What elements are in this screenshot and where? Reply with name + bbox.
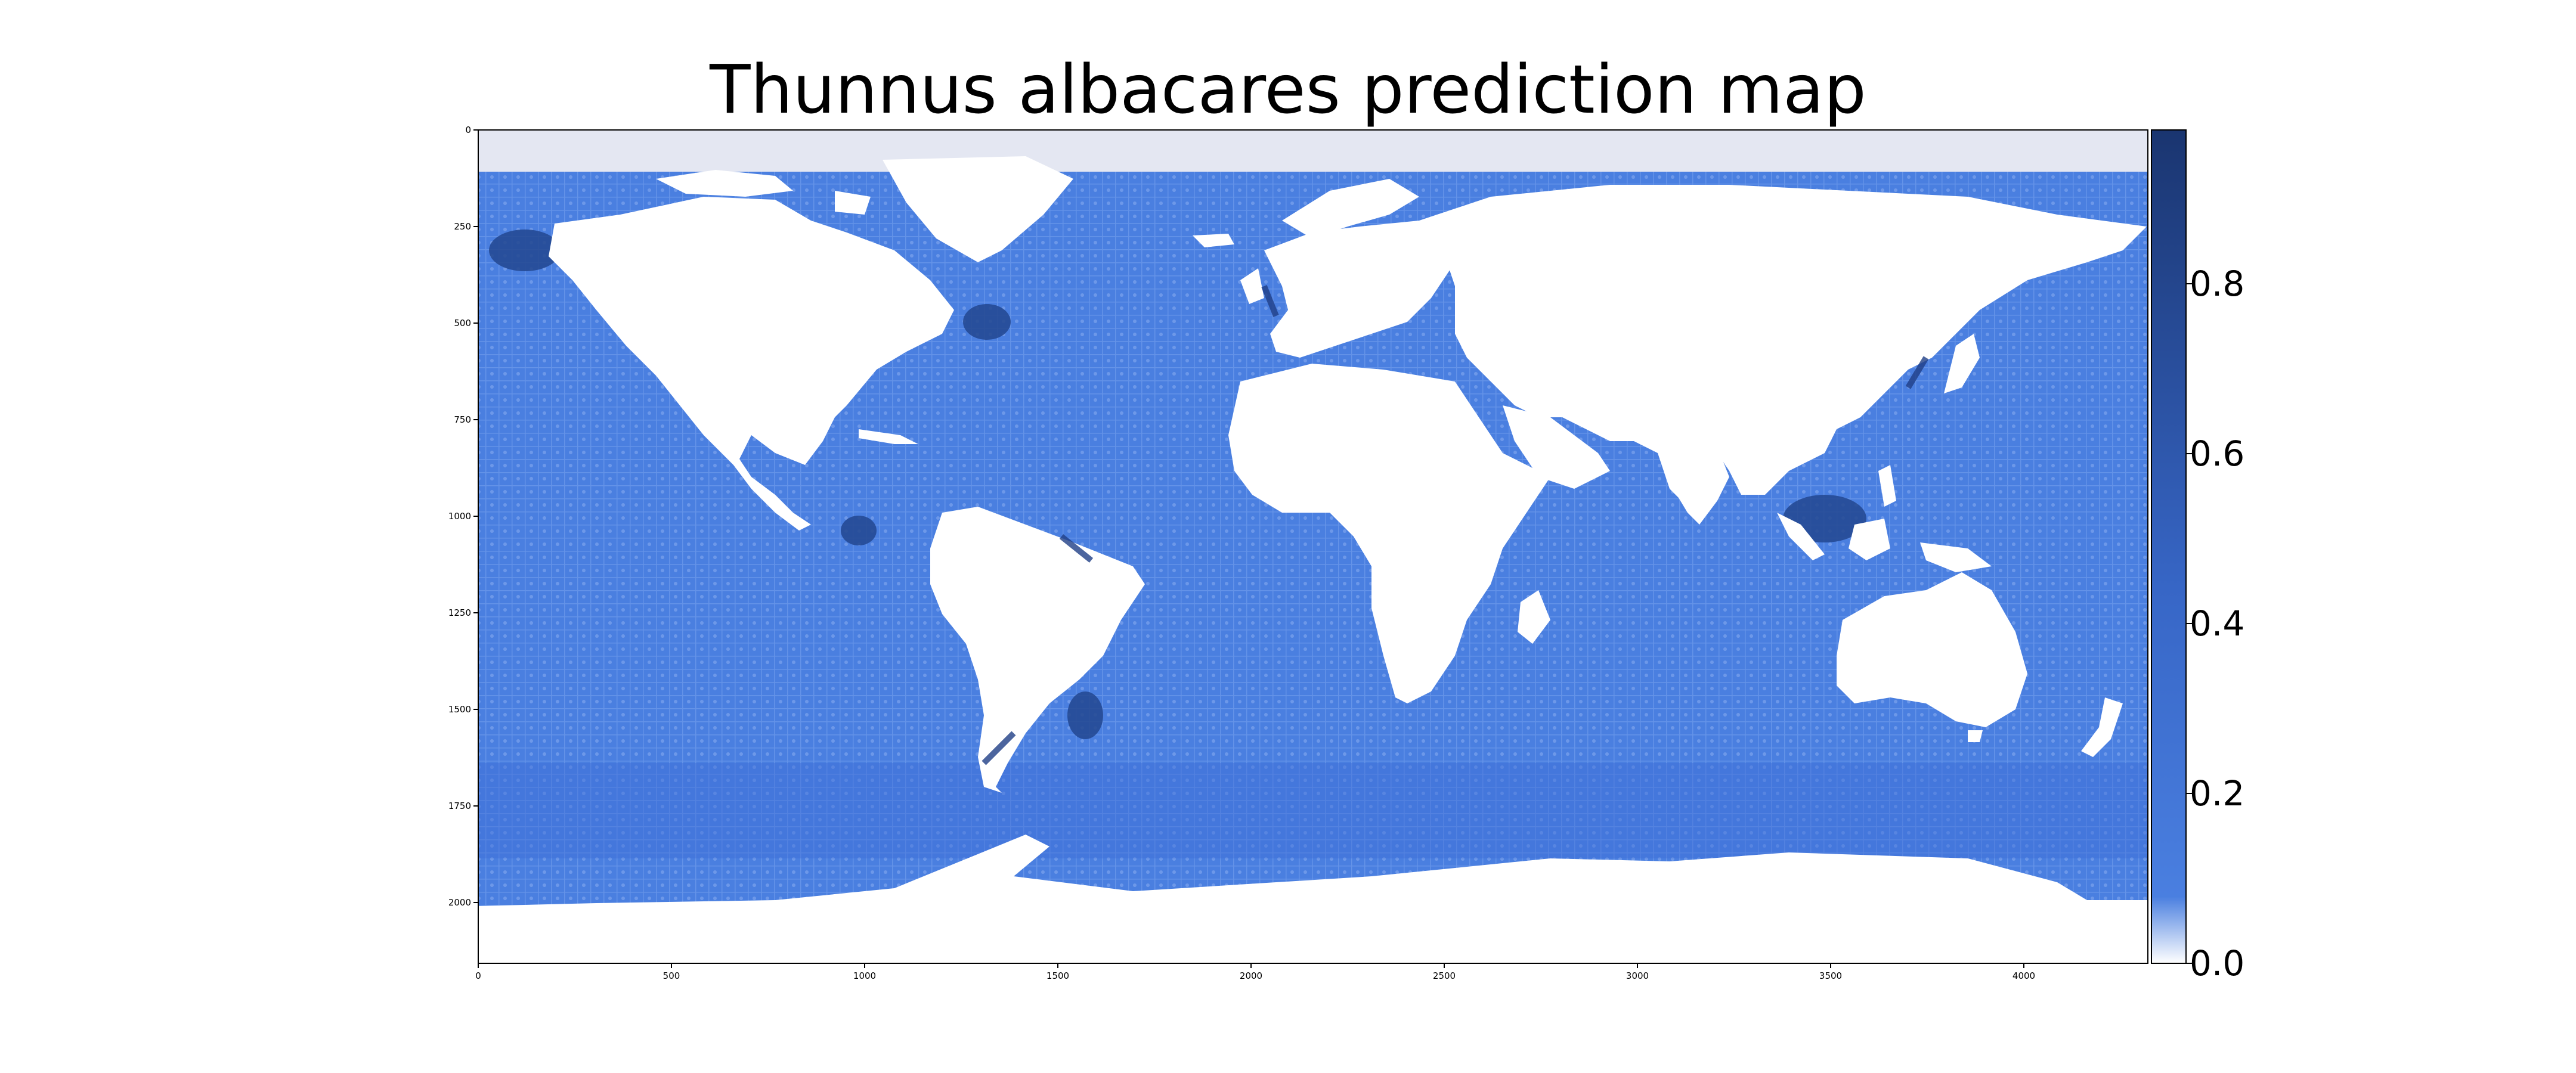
arabia	[1503, 405, 1610, 489]
svg-text:1500: 1500	[448, 704, 471, 715]
x-tick: 0	[475, 963, 481, 981]
svg-text:3500: 3500	[1819, 970, 1842, 981]
colorbar-tick: 0.2	[2186, 773, 2244, 814]
arctic-no-data	[478, 130, 2148, 172]
philippines	[1878, 465, 1896, 507]
new-guinea	[1920, 542, 1992, 572]
svg-text:0.8: 0.8	[2190, 263, 2244, 304]
svg-text:0: 0	[465, 125, 471, 135]
new-zealand	[2081, 697, 2123, 757]
y-tick: 250	[454, 221, 478, 232]
colorbar-tick: 0.4	[2186, 603, 2244, 644]
colorbar-tick: 0.8	[2186, 263, 2244, 304]
svg-text:750: 750	[454, 414, 471, 425]
asia	[1419, 185, 2147, 501]
plot-frame	[478, 129, 2148, 964]
svg-text:500: 500	[454, 318, 471, 328]
y-tick: 1250	[448, 607, 478, 618]
svg-text:0.6: 0.6	[2190, 433, 2244, 474]
svg-text:250: 250	[454, 221, 471, 232]
y-tick: 2000	[448, 897, 478, 908]
cuba	[859, 429, 918, 444]
australia	[1837, 572, 2027, 727]
svg-text:2000: 2000	[1240, 970, 1262, 981]
borneo	[1849, 519, 1890, 560]
scandinavia	[1282, 179, 1419, 238]
svg-text:2500: 2500	[1433, 970, 1456, 981]
y-tick: 1000	[448, 511, 478, 522]
map-panel	[478, 130, 2148, 963]
svg-text:4000: 4000	[2012, 970, 2035, 981]
tasmania	[1968, 730, 1983, 742]
madagascar	[1518, 590, 1550, 644]
svg-text:1000: 1000	[853, 970, 876, 981]
y-axis: 0 250 500 750 1000 1250 1500 1750 2000	[448, 125, 478, 908]
iceland	[1193, 234, 1234, 247]
x-tick: 3500	[1819, 963, 1842, 981]
antarctica	[478, 835, 2148, 963]
x-tick: 1000	[853, 963, 876, 981]
land	[478, 156, 2148, 963]
dark-coastal-strips	[982, 285, 1929, 765]
y-tick: 0	[465, 125, 478, 135]
greenland	[883, 156, 1073, 262]
colorbar-gradient	[2151, 129, 2187, 964]
africa	[1228, 364, 1550, 703]
colorbar: 0.0 0.2 0.4 0.6 0.8	[2151, 129, 2244, 984]
y-tick: 500	[454, 318, 478, 328]
x-tick: 2000	[1240, 963, 1262, 981]
southern-ocean-band	[478, 763, 2148, 858]
x-tick: 4000	[2012, 963, 2035, 981]
india	[1658, 441, 1729, 525]
svg-text:1250: 1250	[448, 607, 471, 618]
canadian-archipelago	[656, 170, 793, 197]
x-tick: 500	[663, 963, 680, 981]
colorbar-tick: 0.0	[2186, 943, 2244, 984]
svg-text:0.0: 0.0	[2190, 943, 2244, 984]
sumatra	[1777, 513, 1825, 560]
x-tick: 2500	[1433, 963, 1456, 981]
y-tick: 750	[454, 414, 478, 425]
svg-text:500: 500	[663, 970, 680, 981]
svg-text:2000: 2000	[448, 897, 471, 908]
svg-text:0.4: 0.4	[2190, 603, 2244, 644]
x-tick: 1500	[1046, 963, 1069, 981]
japan	[1944, 334, 1980, 393]
x-axis: 0 500 1000 1500 2000 2500 3000 3500 4000	[475, 963, 2035, 981]
svg-text:0: 0	[475, 970, 481, 981]
south-america	[930, 507, 1145, 793]
svg-text:1750: 1750	[448, 801, 471, 811]
colorbar-tick: 0.6	[2186, 433, 2244, 474]
map-title: Thunnus albacares prediction map	[710, 51, 1866, 129]
svg-text:1500: 1500	[1046, 970, 1069, 981]
north-america	[549, 197, 954, 531]
x-tick: 3000	[1626, 963, 1649, 981]
svg-text:1000: 1000	[448, 511, 471, 522]
y-tick: 1750	[448, 801, 478, 811]
british-isles	[1240, 268, 1264, 304]
svg-text:0.2: 0.2	[2190, 773, 2244, 814]
europe	[1264, 221, 1455, 358]
svg-text:3000: 3000	[1626, 970, 1649, 981]
y-tick: 1500	[448, 704, 478, 715]
